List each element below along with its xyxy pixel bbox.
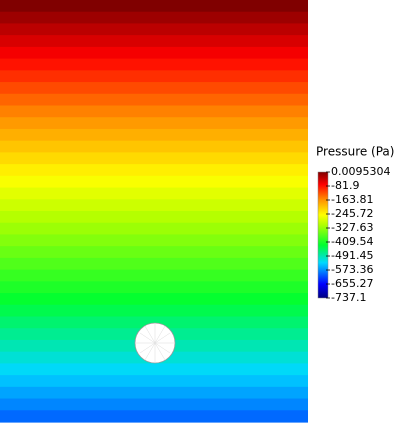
contour-band (0, 375, 308, 388)
contour-band (0, 152, 308, 165)
contour-band (0, 257, 308, 271)
colorbar-title: Pressure (Pa) (316, 145, 394, 159)
contour-band (0, 11, 308, 25)
contour-band (0, 293, 308, 306)
colorbar-tick-label: -655.27 (331, 277, 373, 290)
contour-band (0, 93, 308, 107)
contour-band (0, 105, 308, 118)
colorbar-tick-label: -81.9 (331, 179, 359, 192)
contour-band (0, 410, 308, 423)
contour-band (0, 199, 308, 212)
contour-band (0, 70, 308, 83)
colorbar-tick-label: -491.45 (331, 249, 373, 262)
contour-band (0, 281, 308, 294)
colorbar-tick-label: -163.81 (331, 193, 373, 206)
contour-band (0, 46, 308, 60)
contour-band (0, 164, 308, 177)
colorbar (317, 171, 329, 299)
colorbar-tick-label: -737.1 (331, 291, 366, 304)
obstacle (134, 322, 176, 364)
contour-band (0, 117, 308, 130)
contour-band (0, 175, 308, 189)
colorbar-tick-label: -245.72 (331, 207, 373, 220)
contour-band (0, 304, 308, 318)
colorbar-tick-label: -409.54 (331, 235, 373, 248)
colorbar-tick-label: -573.36 (331, 263, 373, 276)
contour-band (0, 269, 308, 282)
contour-band (0, 398, 308, 411)
contour-band (0, 82, 308, 95)
contour-band (0, 211, 308, 224)
contour-band (0, 246, 308, 259)
contour-band (0, 222, 308, 236)
contour-band (0, 23, 308, 36)
contour-band (0, 0, 308, 13)
contour-band (0, 35, 308, 48)
contour-band (0, 128, 308, 142)
contour-band (0, 58, 308, 71)
contour-band (0, 187, 308, 200)
contour-band (0, 234, 308, 247)
contour-band (0, 363, 308, 376)
contour-band (0, 140, 308, 153)
contour-band (0, 386, 308, 400)
colorbar-tick-label: -327.63 (331, 221, 373, 234)
colorbar-tick-label: 0.0095304 (331, 165, 391, 178)
